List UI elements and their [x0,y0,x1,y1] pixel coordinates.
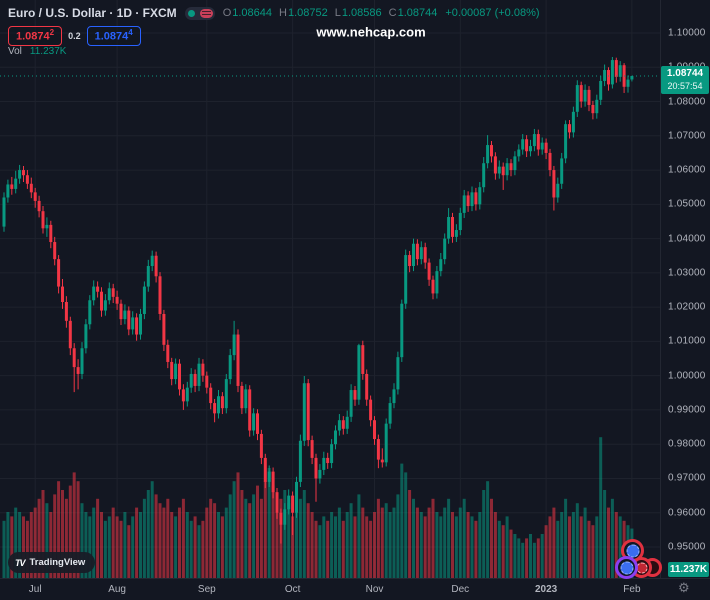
time-tick-label: 2023 [534,584,558,595]
volume-readout: Vol 11.237K [8,46,66,57]
price-tick-label: 1.10000 [668,27,706,39]
time-tick-label: Feb [623,584,641,595]
time-tick-label: Jul [28,584,42,595]
time-tick-label: Sep [197,584,216,595]
price-tick-label: 0.95000 [668,541,706,553]
price-tick-label: 1.06000 [668,164,706,176]
sell-button[interactable]: 1.08742 [8,26,63,46]
chip-icon [620,561,633,574]
buy-button[interactable]: 1.08744 [86,26,141,46]
last-price-value: 1.08744 [666,68,704,79]
high-value: 1.08752 [287,7,328,19]
price-tick-label: 1.07000 [668,130,706,142]
price-tick-label: 1.03000 [668,267,706,279]
time-tick-label: Dec [451,584,470,595]
quote-widget: 1.08742 0.2 1.08744 [8,26,141,46]
toggle-dot-icon [187,9,195,17]
volume-label: Vol [8,46,22,57]
chip-icon [626,544,639,557]
candlestick-chart-canvas[interactable] [0,0,660,578]
price-tick-label: 1.01000 [668,335,706,347]
buy-sell-toggle[interactable] [184,6,215,20]
price-tick-label: 1.04000 [668,233,706,245]
time-tick-label: Aug [108,584,126,595]
volume-value: 11.237K [29,46,67,57]
time-tick-label: Oct [284,584,301,595]
open-value: 1.08644 [232,7,273,19]
time-axis[interactable]: Jul Aug Sep Oct Nov Dec 2023 Feb [0,578,710,600]
price-tick-label: 1.05000 [668,198,706,210]
close-value: 1.08744 [397,7,438,19]
watermark-link[interactable]: www.nehcap.com [316,24,426,40]
price-tick-label: 0.97000 [668,472,706,484]
price-tick-label: 1.08000 [668,96,706,108]
low-value: 1.08586 [341,7,382,19]
price-tick-label: 0.99000 [668,404,706,416]
gear-icon[interactable]: ⚙ [678,580,690,595]
chart-header: Euro / U.S. Dollar · 1D · FXCM O1.08644 … [8,6,540,20]
volume-axis-badge: 11.237K [668,562,709,577]
price-tick-label: 0.98000 [668,438,706,450]
time-tick-label: Nov [365,584,384,595]
bar-countdown: 20:57:54 [667,81,703,91]
price-tick-label: 1.02000 [668,301,706,313]
spread-label: 0.2 [68,30,81,41]
ohlc-readout: O1.08644 H1.08752 L1.08586 C1.08744 +0.0… [222,7,540,19]
tradingview-logo[interactable]: TV TradingView [8,552,96,573]
change-value: +0.00087 (+0.08%) [445,7,540,19]
price-tick-label: 0.96000 [668,507,706,519]
symbol-title[interactable]: Euro / U.S. Dollar · 1D · FXCM [8,6,177,20]
price-tick-label: 1.00000 [668,370,706,382]
toggle-bars-icon [199,8,213,18]
tradingview-mark-icon: TV [15,557,25,568]
chip-button-purple[interactable] [615,556,638,579]
last-price-badge: 1.08744 20:57:54 [661,66,709,94]
tradingview-logo-label: TradingView [29,557,86,568]
